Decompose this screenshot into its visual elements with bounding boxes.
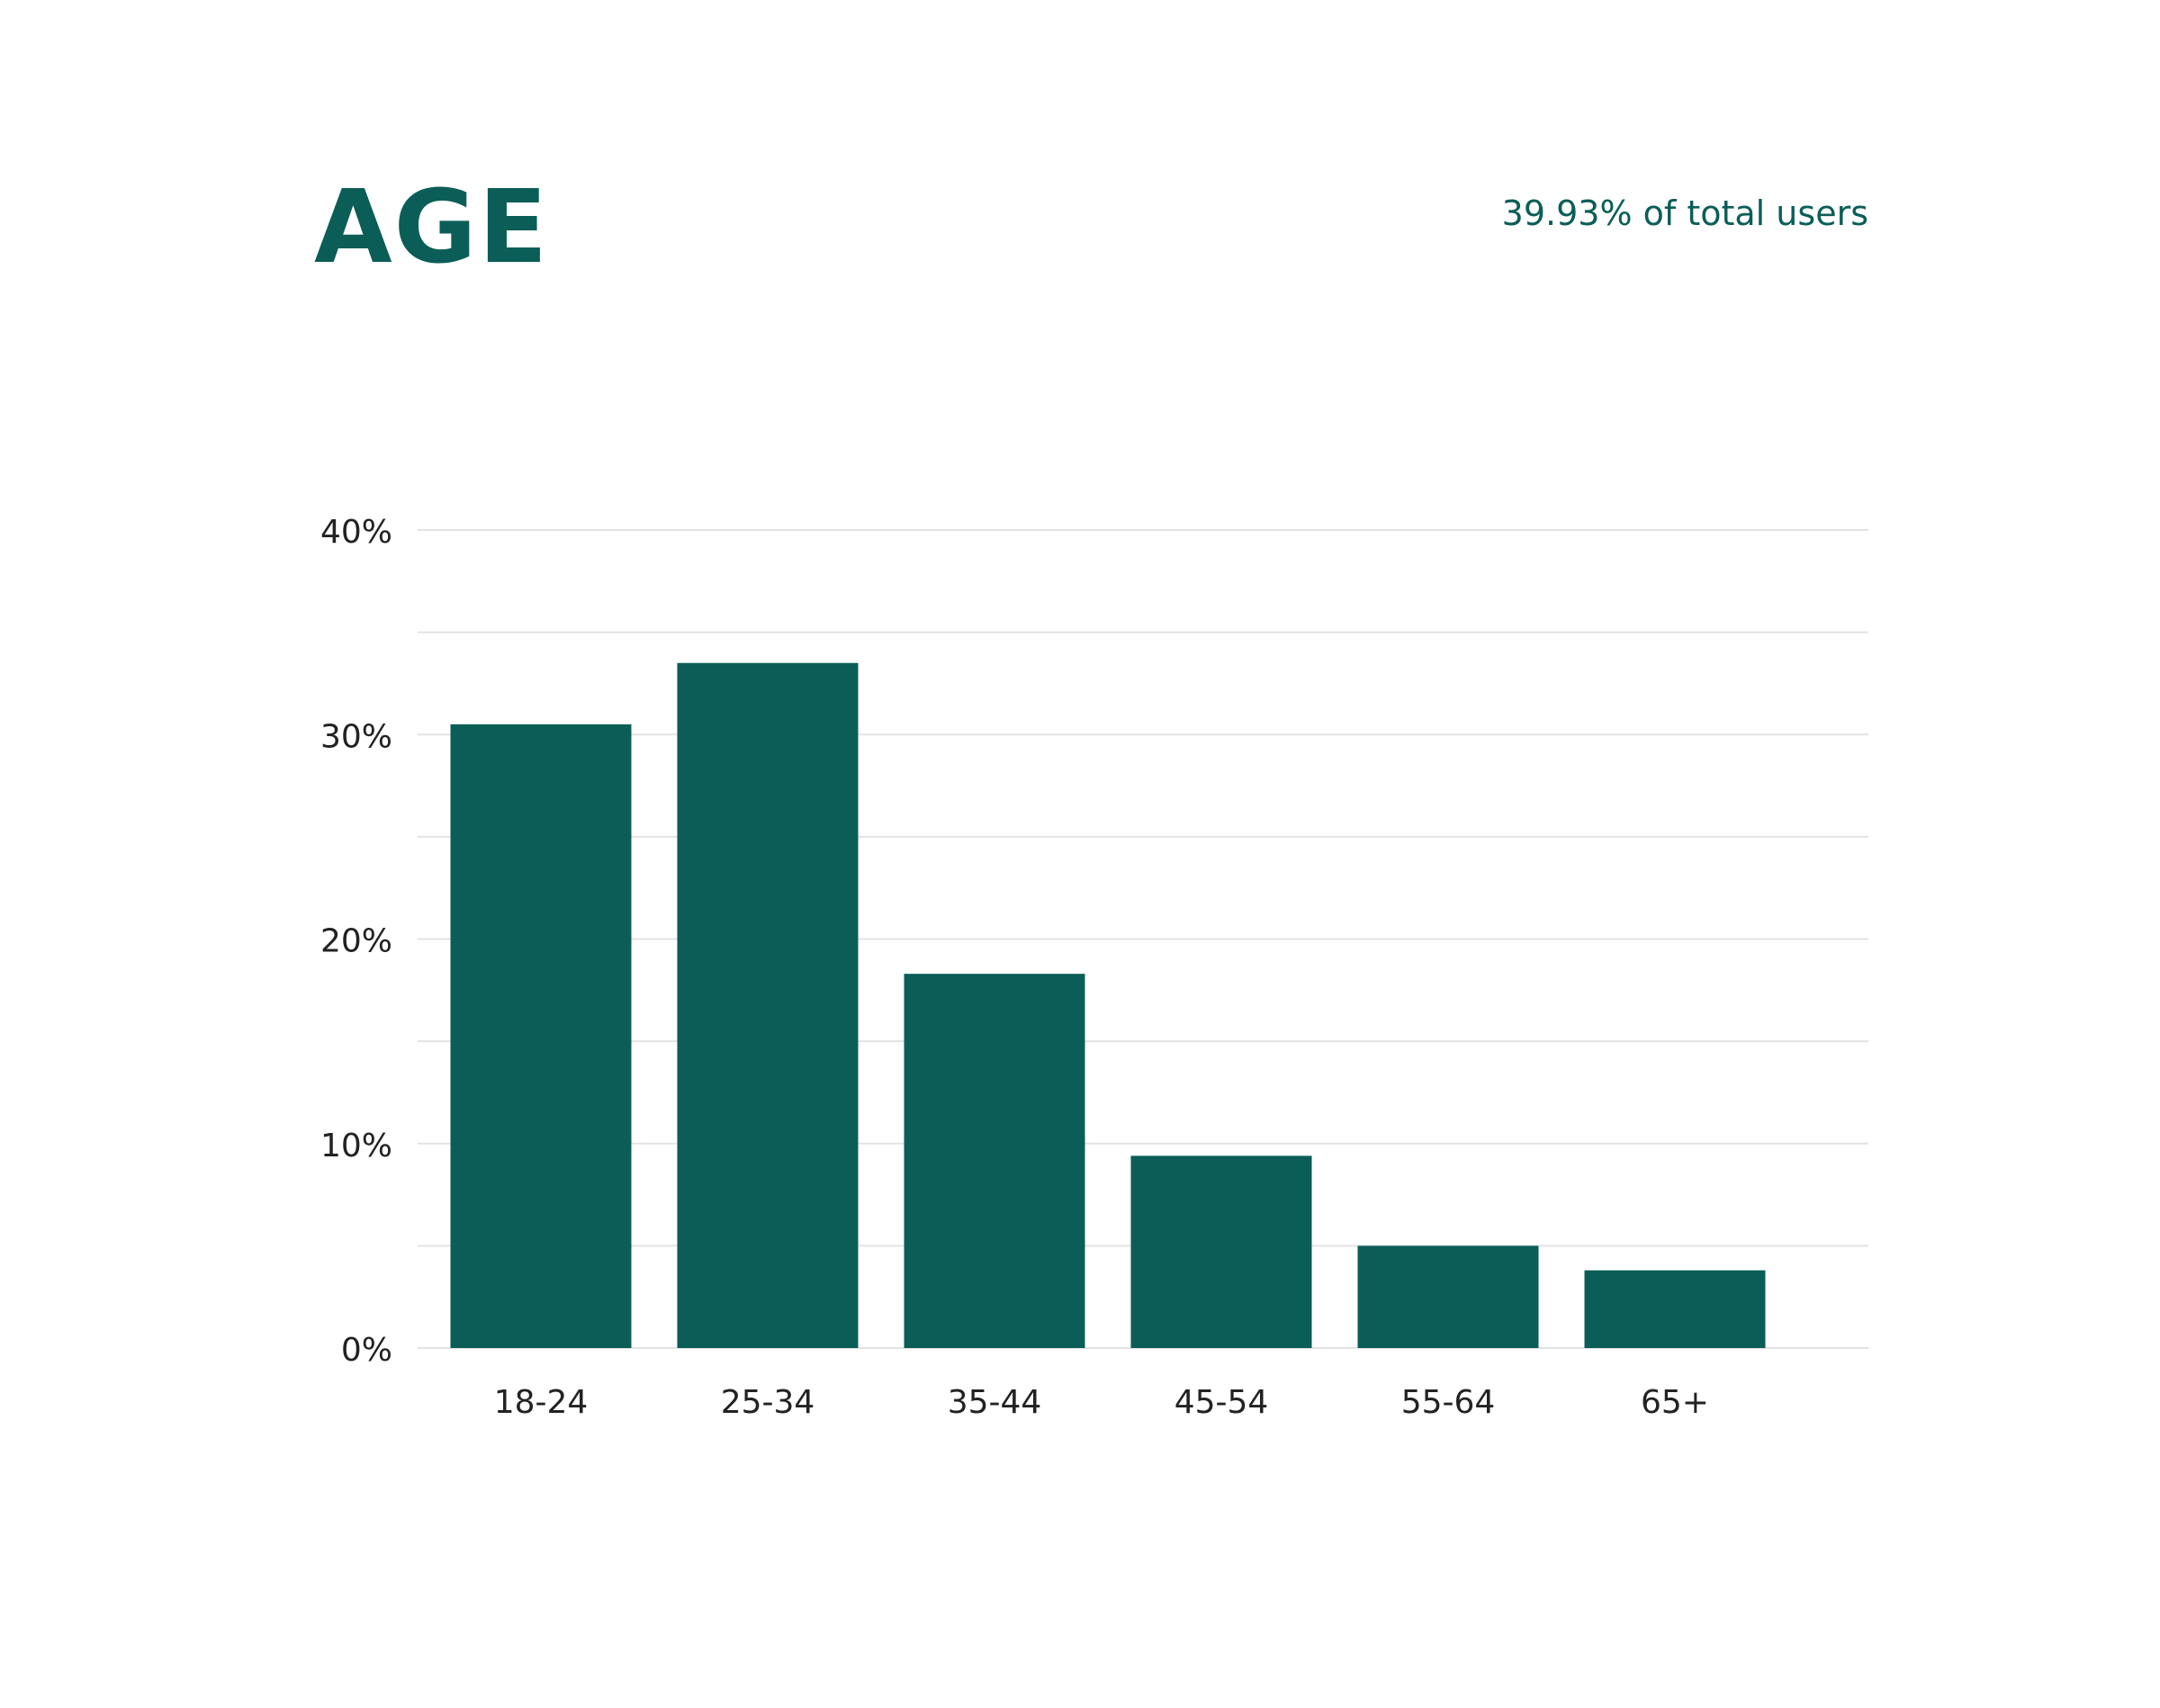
chart-subtitle: 39.93% of total users [1502,193,1868,233]
bar [450,724,632,1348]
x-tick-label: 65+ [1641,1384,1709,1421]
x-tick-label: 45-54 [1174,1384,1269,1421]
x-tick-label: 25-34 [721,1384,815,1421]
x-tick-label: 55-64 [1401,1384,1496,1421]
bar [1584,1270,1766,1348]
bar [677,662,859,1348]
x-tick-label: 18-24 [494,1384,589,1421]
y-tick-label: 40% [320,514,392,551]
x-tick-label: 35-44 [948,1384,1042,1421]
bar [1357,1245,1539,1348]
y-tick-label: 10% [320,1128,392,1164]
y-tick-label: 30% [320,718,392,755]
y-tick-label: 0% [341,1332,392,1369]
bar [1130,1155,1312,1348]
chart-title: AGE [314,169,549,286]
bar [904,974,1085,1348]
y-tick-label: 20% [320,923,392,960]
